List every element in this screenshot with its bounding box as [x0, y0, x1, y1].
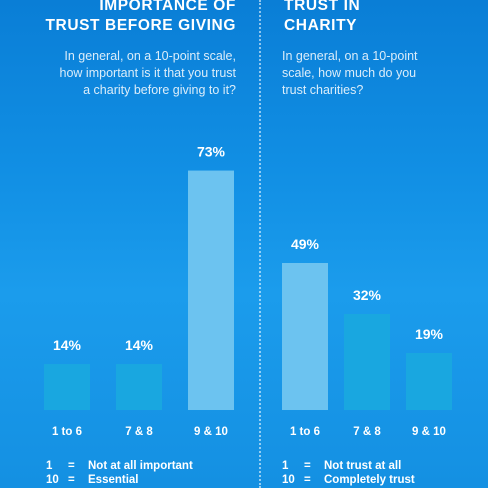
question-line: In general, on a 10-point scale,: [64, 49, 236, 63]
category-label-7-8: 7 & 8: [353, 426, 381, 438]
value-label-9-10: 19%: [415, 326, 444, 342]
scale-legend: 1 = Not trust at all 10 = Completely tru…: [282, 459, 415, 487]
title-line-1: TRUST IN: [284, 0, 361, 14]
question-line: trust charities?: [282, 83, 364, 97]
panel-divider: [259, 0, 261, 488]
legend-row: 10 = Completely trust: [282, 473, 415, 487]
legend-key: 1: [282, 460, 289, 472]
bar-7-8: [344, 314, 390, 410]
title-line-1: IMPORTANCE OF: [99, 0, 236, 14]
bar-1-to-6: [282, 263, 328, 410]
bar-chart-importance: 14% 1 to 6 14% 7 & 8 73% 9 & 10: [44, 144, 234, 438]
legend-key: 10: [282, 474, 295, 486]
category-label-1-to-6: 1 to 6: [52, 426, 82, 438]
legend-equals: =: [304, 460, 311, 472]
title-line-2: TRUST BEFORE GIVING: [45, 17, 236, 34]
question-line: In general, on a 10-point: [282, 49, 418, 63]
question-line: how important is it that you trust: [59, 66, 236, 80]
bar-9-10: [406, 353, 452, 410]
legend-row: 10 = Essential: [46, 473, 193, 487]
legend-key: 10: [46, 474, 59, 486]
legend-text: Not trust at all: [324, 460, 402, 472]
category-label-9-10: 9 & 10: [194, 426, 228, 438]
value-label-7-8: 32%: [353, 287, 382, 303]
legend-text: Essential: [88, 474, 139, 486]
legend-key: 1: [46, 460, 53, 472]
value-label-7-8: 14%: [125, 337, 154, 353]
bar-chart-trust: 49% 1 to 6 32% 7 & 8 19% 9 & 10: [282, 236, 452, 438]
legend-text: Completely trust: [324, 474, 415, 486]
value-label-1-to-6: 14%: [53, 337, 82, 353]
survey-question: In general, on a 10-point scale, how muc…: [282, 48, 472, 99]
title-line-2: CHARITY: [284, 17, 358, 34]
legend-equals: =: [68, 474, 75, 486]
legend-equals: =: [68, 460, 75, 472]
category-label-1-to-6: 1 to 6: [290, 426, 320, 438]
panel-title: TRUST IN CHARITY: [284, 0, 484, 36]
value-label-1-to-6: 49%: [291, 236, 320, 252]
category-label-9-10: 9 & 10: [412, 426, 446, 438]
value-label-9-10: 73%: [197, 144, 226, 160]
panel-importance-of-trust: IMPORTANCE OF TRUST BEFORE GIVING In gen…: [0, 0, 236, 487]
legend-text: Not at all important: [88, 460, 193, 472]
category-label-7-8: 7 & 8: [125, 426, 153, 438]
legend-row: 1 = Not at all important: [46, 459, 193, 473]
bar-9-10: [188, 170, 234, 410]
question-line: a charity before giving to it?: [83, 83, 236, 97]
bar-1-to-6: [44, 364, 90, 410]
question-line: scale, how much do you: [282, 66, 417, 80]
legend-equals: =: [304, 474, 311, 486]
panel-trust-in-charity: TRUST IN CHARITY In general, on a 10-poi…: [262, 0, 488, 488]
panel-title: IMPORTANCE OF TRUST BEFORE GIVING: [0, 0, 236, 36]
survey-question: In general, on a 10-point scale, how imp…: [36, 48, 236, 99]
scale-legend: 1 = Not at all important 10 = Essential: [46, 459, 193, 487]
legend-row: 1 = Not trust at all: [282, 459, 415, 473]
bar-7-8: [116, 364, 162, 410]
